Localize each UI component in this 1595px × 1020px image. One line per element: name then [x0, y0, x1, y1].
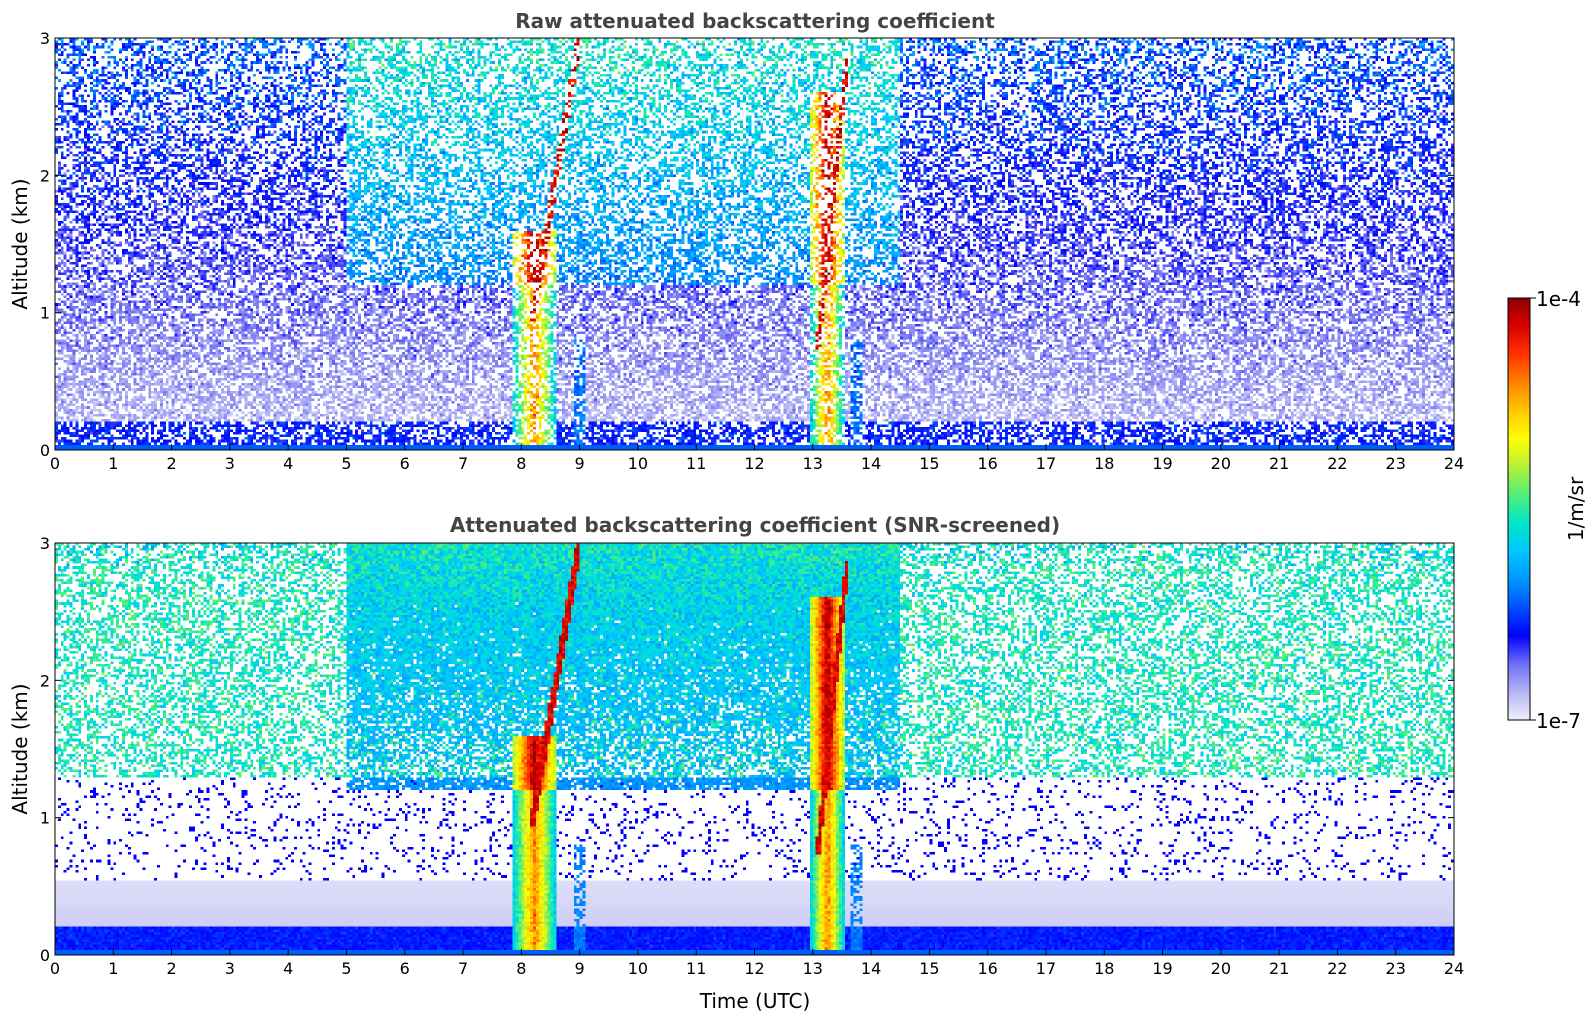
- colorbar-min-label: 1e-7: [1536, 709, 1581, 733]
- x-tick-label: 8: [516, 959, 526, 978]
- colorbar-gradient: [1508, 298, 1530, 720]
- x-tick-label: 16: [977, 454, 997, 473]
- x-axis-label: Time (UTC): [699, 989, 811, 1013]
- x-tick-label: 17: [1036, 959, 1056, 978]
- x-tick-label: 20: [1211, 454, 1231, 473]
- x-tick-label: 13: [803, 959, 823, 978]
- screened-y-axis-label: Altitude (km): [8, 683, 32, 814]
- x-tick-label: 0: [50, 454, 60, 473]
- y-tick-label: 3: [40, 29, 50, 48]
- raw-backscatter-panel: Raw attenuated backscattering coefficien…: [8, 9, 1464, 473]
- y-tick-label: 1: [40, 809, 50, 828]
- x-tick-label: 10: [628, 454, 648, 473]
- x-tick-label: 6: [400, 959, 410, 978]
- raw-backscatter-heatmap: [55, 38, 1454, 450]
- x-tick-label: 15: [919, 454, 939, 473]
- raw-y-axis: 0 1 2 3: [40, 29, 1454, 460]
- y-tick-label: 0: [40, 441, 50, 460]
- x-tick-label: 13: [803, 454, 823, 473]
- x-tick-label: 6: [400, 454, 410, 473]
- x-tick-label: 18: [1094, 454, 1114, 473]
- x-tick-label: 17: [1036, 454, 1056, 473]
- x-tick-label: 3: [225, 959, 235, 978]
- y-tick-label: 1: [40, 304, 50, 323]
- x-tick-label: 21: [1269, 959, 1289, 978]
- x-tick-label: 9: [575, 454, 585, 473]
- x-tick-label: 4: [283, 959, 293, 978]
- raw-y-axis-label: Altitude (km): [8, 178, 32, 309]
- colorbar-max-label: 1e-4: [1536, 287, 1581, 311]
- x-tick-label: 11: [686, 959, 706, 978]
- x-tick-label: 16: [977, 959, 997, 978]
- x-tick-label: 22: [1327, 959, 1347, 978]
- y-tick-label: 2: [40, 671, 50, 690]
- screened-backscatter-heatmap: [55, 543, 1454, 955]
- raw-x-axis: 0 1 2 3 4 5 6 7 8 9 10 11 12 13 14 15 16 17 18 19 20 21 22 23 24: [50, 444, 1464, 473]
- raw-panel-title: Raw attenuated backscattering coefficien…: [515, 9, 995, 33]
- y-tick-label: 3: [40, 534, 50, 553]
- screened-panel-title: Attenuated backscattering coefficient (S…: [450, 513, 1060, 537]
- x-tick-label: 2: [166, 959, 176, 978]
- x-tick-label: 2: [166, 454, 176, 473]
- x-tick-label: 9: [575, 959, 585, 978]
- x-tick-label: 1: [108, 454, 118, 473]
- x-tick-label: 11: [686, 454, 706, 473]
- x-tick-label: 7: [458, 959, 468, 978]
- y-tick-label: 2: [40, 166, 50, 185]
- colorbar-unit-label: 1/m/sr: [1564, 476, 1588, 541]
- x-tick-label: 22: [1327, 454, 1347, 473]
- x-tick-label: 14: [861, 959, 881, 978]
- y-tick-label: 0: [40, 946, 50, 965]
- x-tick-label: 19: [1152, 454, 1172, 473]
- x-tick-label: 1: [108, 959, 118, 978]
- x-tick-label: 24: [1444, 959, 1464, 978]
- x-tick-label: 0: [50, 959, 60, 978]
- x-tick-label: 20: [1211, 959, 1231, 978]
- x-tick-label: 24: [1444, 454, 1464, 473]
- x-tick-label: 7: [458, 454, 468, 473]
- x-tick-label: 14: [861, 454, 881, 473]
- screened-y-axis: 0 1 2 3: [40, 534, 1454, 965]
- x-tick-label: 19: [1152, 959, 1172, 978]
- x-tick-label: 8: [516, 454, 526, 473]
- x-tick-label: 12: [744, 454, 764, 473]
- x-tick-label: 18: [1094, 959, 1114, 978]
- x-tick-label: 15: [919, 959, 939, 978]
- x-tick-label: 4: [283, 454, 293, 473]
- x-tick-label: 23: [1386, 959, 1406, 978]
- x-tick-label: 23: [1386, 454, 1406, 473]
- screened-backscatter-panel: Attenuated backscattering coefficient (S…: [8, 513, 1464, 1013]
- colorbar-frame: [1507, 297, 1531, 721]
- x-tick-label: 3: [225, 454, 235, 473]
- screened-x-axis: 0 1 2 3 4 5 6 7 8 9 10 11 12 13 14 15 16 17 18 19 20 21 22 23 24: [50, 949, 1464, 978]
- x-tick-label: 12: [744, 959, 764, 978]
- x-tick-label: 5: [341, 454, 351, 473]
- x-tick-label: 5: [341, 959, 351, 978]
- x-tick-label: 21: [1269, 454, 1289, 473]
- x-tick-label: 10: [628, 959, 648, 978]
- colorbar: 1e-4 1e-7 1/m/sr: [1507, 287, 1588, 733]
